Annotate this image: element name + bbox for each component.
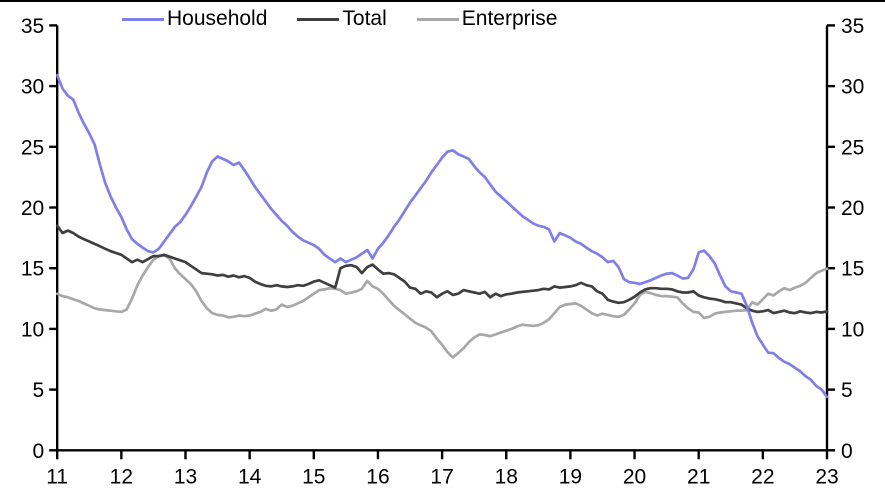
- y-axis-label-right: 25: [841, 136, 864, 159]
- legend-item-household: Household: [122, 7, 267, 31]
- x-axis-label: 15: [302, 465, 325, 488]
- y-axis-label-left: 35: [21, 15, 44, 38]
- y-axis-label-right: 10: [841, 318, 864, 341]
- x-axis-label: 14: [238, 465, 262, 488]
- legend-label-total: Total: [342, 7, 387, 30]
- y-axis-label-left: 0: [33, 440, 45, 463]
- x-axis-label: 18: [495, 465, 518, 488]
- total-series-line: [55, 224, 829, 315]
- legend-label-household: Household: [167, 7, 268, 30]
- x-axis-label: 17: [430, 465, 453, 488]
- x-axis-label: 16: [366, 465, 389, 488]
- y-axis-label-right: 5: [841, 379, 853, 402]
- y-axis-label-left: 20: [21, 197, 44, 220]
- y-axis-label-right: 35: [841, 15, 864, 38]
- household-series-line: [55, 73, 829, 399]
- x-axis-label: 13: [174, 465, 197, 488]
- legend-item-total: Total: [297, 7, 387, 31]
- enterprise-series-line: [55, 254, 829, 359]
- total-line-swatch: [297, 17, 340, 21]
- y-axis-label-right: 30: [841, 76, 864, 99]
- x-axis-label: 22: [751, 465, 774, 488]
- legend-label-enterprise: Enterprise: [461, 7, 558, 30]
- y-axis-label-left: 5: [33, 379, 45, 402]
- y-axis-label-left: 10: [21, 318, 44, 341]
- x-axis-label: 11: [46, 465, 68, 488]
- x-axis-label: 12: [110, 465, 133, 488]
- legend-item-enterprise: Enterprise: [416, 7, 558, 31]
- x-axis-label: 20: [623, 465, 646, 488]
- x-axis-label: 23: [815, 465, 838, 488]
- y-axis-label-right: 20: [841, 197, 864, 220]
- x-axis-label: 21: [687, 465, 710, 488]
- y-axis-label-right: 0: [841, 440, 853, 463]
- y-axis-label-left: 25: [21, 136, 44, 159]
- chart-legend: Household Total Enterprise: [122, 7, 557, 31]
- x-axis-label: 19: [559, 465, 582, 488]
- household-line-swatch: [122, 17, 164, 21]
- y-axis-label-left: 30: [21, 76, 44, 99]
- enterprise-line-swatch: [416, 17, 459, 21]
- y-axis-label-right: 15: [841, 258, 864, 281]
- y-axis-label-left: 15: [21, 258, 44, 281]
